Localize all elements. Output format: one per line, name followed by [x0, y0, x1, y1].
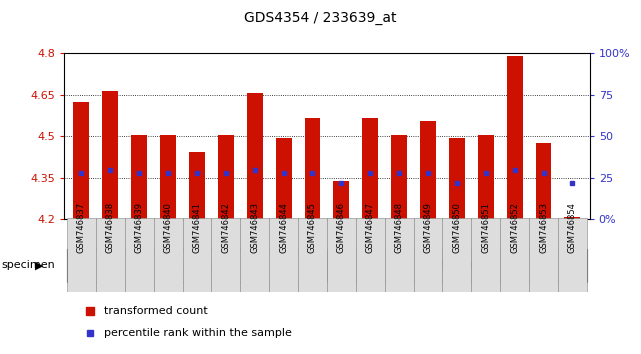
- Bar: [506, 56, 522, 219]
- Text: GSM746841: GSM746841: [192, 202, 201, 253]
- Bar: [478, 135, 494, 219]
- Text: pre-surgical: pre-surgical: [164, 261, 230, 270]
- Bar: [449, 138, 465, 219]
- Bar: [189, 152, 205, 219]
- FancyBboxPatch shape: [471, 218, 500, 292]
- FancyBboxPatch shape: [298, 218, 327, 292]
- FancyBboxPatch shape: [327, 218, 356, 292]
- FancyBboxPatch shape: [500, 218, 529, 292]
- Bar: [362, 118, 378, 219]
- Text: GSM746851: GSM746851: [481, 202, 490, 253]
- Text: GSM746852: GSM746852: [510, 202, 519, 253]
- Text: GSM746844: GSM746844: [279, 202, 288, 253]
- FancyBboxPatch shape: [529, 218, 558, 292]
- Bar: [160, 135, 176, 219]
- Bar: [131, 135, 147, 219]
- FancyBboxPatch shape: [212, 218, 240, 292]
- Bar: [391, 135, 407, 219]
- Bar: [276, 138, 292, 219]
- FancyBboxPatch shape: [67, 218, 96, 292]
- Text: GSM746838: GSM746838: [106, 202, 115, 253]
- FancyBboxPatch shape: [385, 218, 413, 292]
- Text: GSM746850: GSM746850: [453, 202, 462, 253]
- Text: GSM746839: GSM746839: [135, 202, 144, 253]
- FancyBboxPatch shape: [269, 218, 298, 292]
- Bar: [536, 143, 551, 219]
- Text: post-surgical: post-surgical: [421, 261, 493, 270]
- Text: GSM746845: GSM746845: [308, 202, 317, 253]
- Bar: [333, 181, 349, 219]
- Text: GSM746847: GSM746847: [366, 202, 375, 253]
- Text: GSM746837: GSM746837: [77, 202, 86, 253]
- FancyBboxPatch shape: [67, 249, 327, 282]
- Text: GDS4354 / 233639_at: GDS4354 / 233639_at: [244, 11, 397, 25]
- FancyBboxPatch shape: [96, 218, 125, 292]
- Text: percentile rank within the sample: percentile rank within the sample: [104, 328, 292, 338]
- Text: GSM746843: GSM746843: [250, 202, 259, 253]
- Text: GSM746849: GSM746849: [424, 202, 433, 253]
- Bar: [218, 135, 234, 219]
- Text: GSM746842: GSM746842: [221, 202, 230, 253]
- Text: transformed count: transformed count: [104, 306, 207, 316]
- Text: GSM746848: GSM746848: [395, 202, 404, 253]
- FancyBboxPatch shape: [558, 218, 587, 292]
- FancyBboxPatch shape: [240, 218, 269, 292]
- Bar: [420, 121, 436, 219]
- Text: GSM746853: GSM746853: [539, 202, 548, 253]
- Text: GSM746846: GSM746846: [337, 202, 346, 253]
- Text: GSM746840: GSM746840: [163, 202, 172, 253]
- FancyBboxPatch shape: [413, 218, 442, 292]
- FancyBboxPatch shape: [327, 249, 587, 282]
- FancyBboxPatch shape: [125, 218, 154, 292]
- Bar: [247, 93, 263, 219]
- FancyBboxPatch shape: [442, 218, 471, 292]
- Bar: [304, 118, 320, 219]
- Bar: [565, 217, 580, 219]
- Bar: [103, 91, 118, 219]
- Bar: [74, 102, 89, 219]
- FancyBboxPatch shape: [356, 218, 385, 292]
- Text: GSM746854: GSM746854: [568, 202, 577, 253]
- FancyBboxPatch shape: [154, 218, 183, 292]
- FancyBboxPatch shape: [183, 218, 212, 292]
- Text: specimen: specimen: [1, 261, 55, 270]
- Text: ▶: ▶: [35, 261, 44, 270]
